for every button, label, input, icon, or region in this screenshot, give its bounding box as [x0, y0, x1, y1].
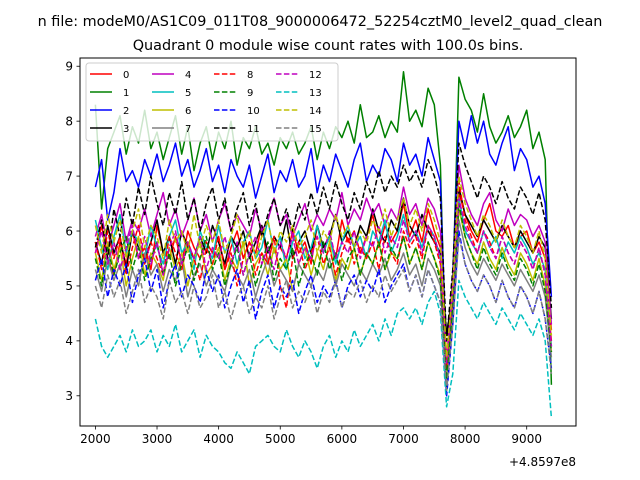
x-tick-label: 9000: [511, 432, 542, 446]
series-line-13: [94, 279, 553, 418]
legend-label: 5: [185, 88, 191, 99]
x-tick-label: 3000: [142, 432, 173, 446]
legend-label: 8: [247, 70, 253, 81]
legend-label: 2: [123, 106, 129, 117]
legend-entry-6: 6: [152, 106, 191, 117]
legend-entry-12: 12: [276, 70, 322, 81]
legend-label: 10: [247, 106, 260, 117]
series-line-7: [94, 219, 553, 386]
legend-entry-15: 15: [276, 124, 322, 135]
y-tick-label: 7: [65, 169, 73, 183]
x-tick-label: 6000: [327, 432, 358, 446]
x-tick-label: 8000: [450, 432, 481, 446]
legend-entry-11: 11: [214, 124, 260, 135]
series-layer: [94, 70, 553, 418]
y-tick-label: 6: [65, 224, 73, 238]
legend-label: 0: [123, 70, 129, 81]
legend-label: 6: [185, 106, 191, 117]
legend-label: 15: [309, 124, 322, 135]
y-tick-label: 9: [65, 60, 73, 74]
series-line-4: [94, 164, 553, 370]
legend-entry-7: 7: [152, 124, 191, 135]
x-offset-label: +4.8597e8: [509, 455, 576, 469]
series-line-9: [94, 202, 553, 381]
x-tick-label: 7000: [388, 432, 419, 446]
x-tick-label: 5000: [265, 432, 296, 446]
legend-label: 4: [185, 70, 191, 81]
series-line-6: [94, 208, 553, 375]
series-line-12: [94, 197, 553, 364]
legend-label: 11: [247, 124, 260, 135]
legend-entry-2: 2: [90, 106, 129, 117]
legend-label: 9: [247, 88, 253, 99]
legend-entry-13: 13: [276, 88, 322, 99]
series-line-11: [94, 142, 553, 342]
x-tick-label: 4000: [203, 432, 234, 446]
legend-entry-4: 4: [152, 70, 191, 81]
x-tick-label: 2000: [80, 432, 111, 446]
legend-label: 3: [123, 124, 129, 135]
legend-entry-0: 0: [90, 70, 129, 81]
series-line-2: [94, 114, 553, 375]
series-line-15: [94, 235, 553, 392]
legend-entry-8: 8: [214, 70, 253, 81]
legend-entry-9: 9: [214, 88, 253, 99]
legend-entry-1: 1: [90, 88, 129, 99]
chart-title: Quadrant 0 module wise count rates with …: [133, 38, 524, 54]
legend-label: 12: [309, 70, 322, 81]
legend-label: 13: [309, 88, 322, 99]
y-tick-label: 5: [65, 279, 73, 293]
series-line-10: [94, 230, 553, 397]
legend-label: 14: [309, 106, 322, 117]
legend-label: 1: [123, 88, 129, 99]
series-line-14: [94, 175, 553, 359]
y-tick-label: 4: [65, 334, 73, 348]
y-tick-label: 8: [65, 114, 73, 128]
legend-entry-3: 3: [90, 124, 129, 135]
legend-box: [85, 62, 339, 142]
plot-frame: [79, 57, 577, 427]
legend-entry-10: 10: [214, 106, 260, 117]
legend-label: 7: [185, 124, 191, 135]
chart-suptitle: n file: modeM0/AS1C09_011T08_9000006472_…: [38, 14, 603, 30]
y-axis: 3 4 5 6 7 8 9: [65, 60, 80, 403]
y-tick-label: 3: [65, 389, 73, 403]
x-axis: 2000 3000 4000 5000 6000 7000 8000 9000: [80, 426, 542, 446]
legend-entry-5: 5: [152, 88, 191, 99]
legend-entry-14: 14: [276, 106, 322, 117]
